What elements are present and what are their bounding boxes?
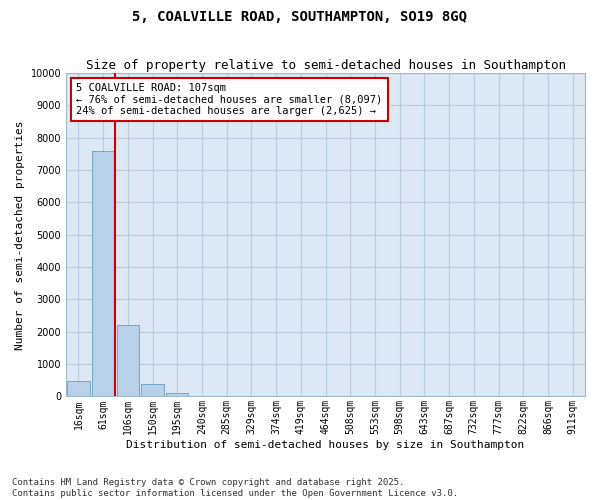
Bar: [117, 326, 139, 396]
Text: 5 COALVILLE ROAD: 107sqm
← 76% of semi-detached houses are smaller (8,097)
24% o: 5 COALVILLE ROAD: 107sqm ← 76% of semi-d…: [76, 83, 383, 116]
Bar: [142, 384, 164, 396]
Y-axis label: Number of semi-detached properties: Number of semi-detached properties: [15, 120, 25, 350]
Bar: [92, 150, 114, 396]
Bar: [166, 392, 188, 396]
Bar: [67, 381, 89, 396]
Title: Size of property relative to semi-detached houses in Southampton: Size of property relative to semi-detach…: [86, 59, 566, 72]
Text: 5, COALVILLE ROAD, SOUTHAMPTON, SO19 8GQ: 5, COALVILLE ROAD, SOUTHAMPTON, SO19 8GQ: [133, 10, 467, 24]
Text: Contains HM Land Registry data © Crown copyright and database right 2025.
Contai: Contains HM Land Registry data © Crown c…: [12, 478, 458, 498]
X-axis label: Distribution of semi-detached houses by size in Southampton: Distribution of semi-detached houses by …: [127, 440, 524, 450]
